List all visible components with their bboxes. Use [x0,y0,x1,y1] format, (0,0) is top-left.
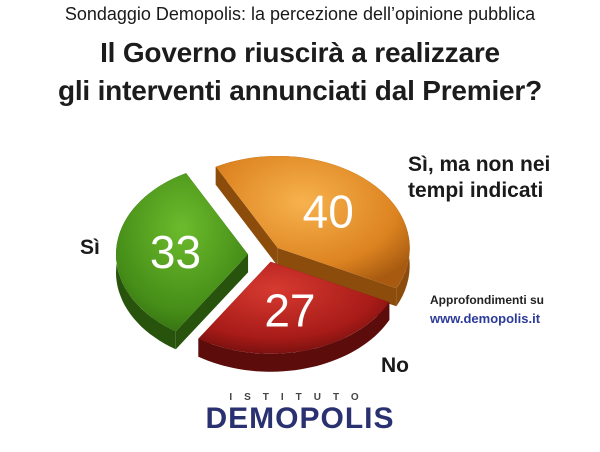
label-si-ma-non-line-1: Sì, ma non nei [408,153,551,176]
slice-no-value: 27 [264,285,315,337]
slice-si-ma-non-wall-0 [215,166,278,266]
slice-si [116,173,249,332]
slice-si-ma-non-value: 40 [303,186,354,238]
label-si-ma-non-line-2: tempi indicati [408,179,544,202]
slice-si-ma-non [215,155,410,289]
label-no: No [381,354,409,377]
question-title-line-1: Il Governo riuscirà a realizzare [100,37,500,68]
logo-demopolis: DEMOPOLIS [205,402,395,435]
slice-si-value: 33 [150,226,201,278]
survey-header: Sondaggio Demopolis: la percezione dell’… [64,4,536,24]
slice-no [198,261,390,354]
question-title-line-2: gli interventi annunciati dal Premier? [57,75,543,106]
label-si: Sì [80,236,100,259]
slice-no-side [198,302,390,372]
demopolis-link[interactable]: www.demopolis.it [430,311,541,326]
slice-si-ma-non-wall-1 [277,247,397,307]
logo-istituto: ISTITUTO [229,392,371,403]
approfondimenti-text: Approfondimenti su [430,293,544,307]
slice-si-wall-0 [175,254,249,350]
label-si-ma-non: Sì, ma non nei tempi indicati [408,152,550,204]
question-title: Il Governo riuscirà a realizzare gli int… [0,34,600,110]
